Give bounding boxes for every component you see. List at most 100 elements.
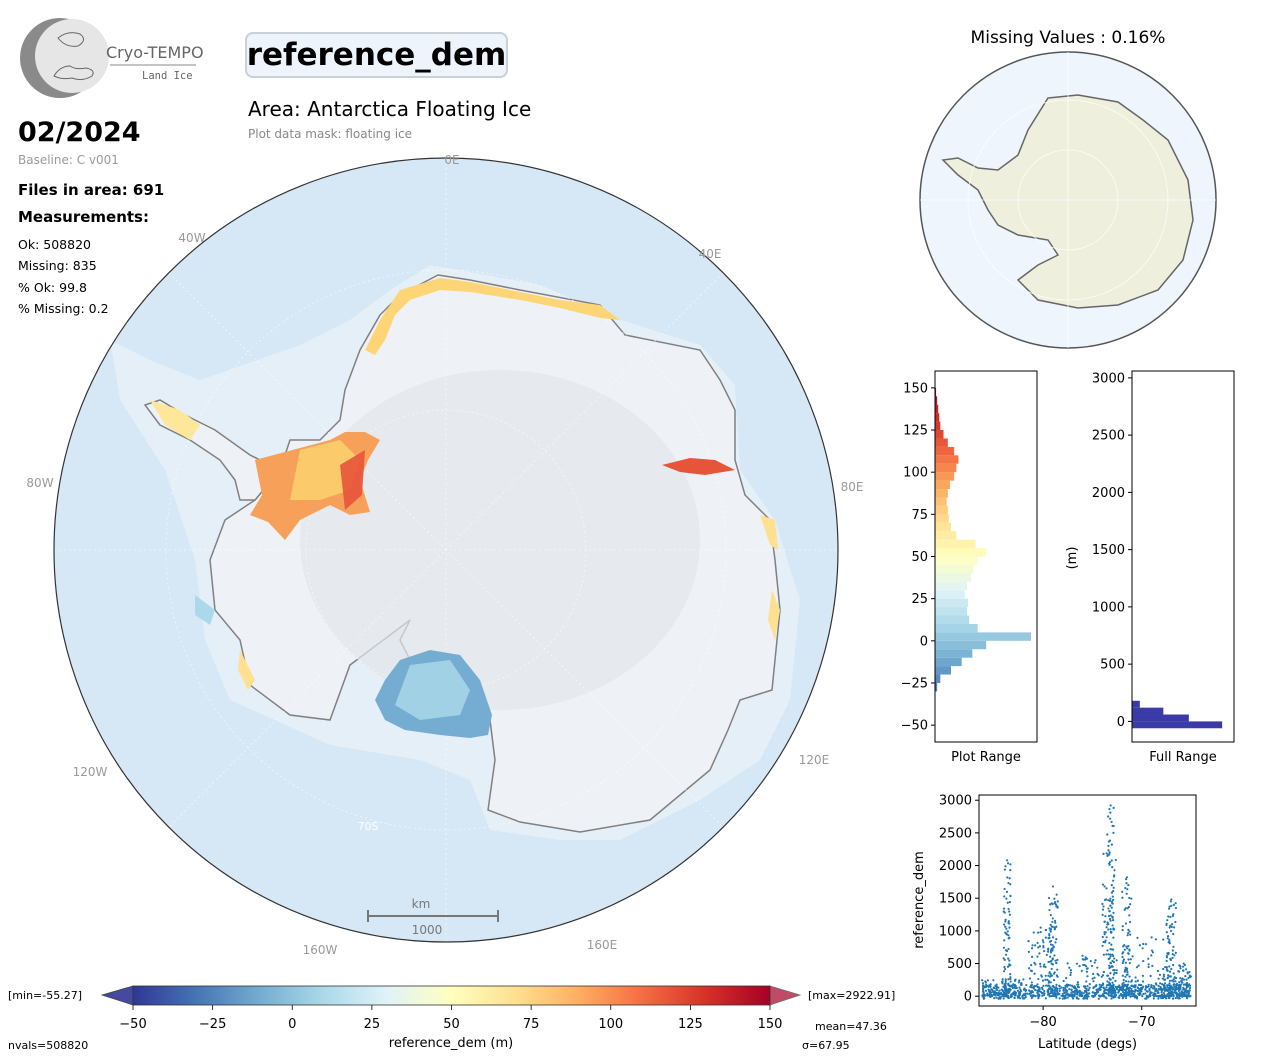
scatter-point xyxy=(1105,986,1108,989)
scatter-point xyxy=(982,991,985,994)
scatter-point xyxy=(1151,964,1154,968)
scatter-point xyxy=(1112,831,1115,834)
scatter-point xyxy=(1150,949,1154,952)
scatter-point xyxy=(1004,865,1007,868)
scatter-point xyxy=(1003,895,1006,898)
scatter-point xyxy=(1069,968,1072,972)
scatter-point xyxy=(1126,991,1129,994)
scatter-point xyxy=(990,993,993,996)
scatter-point xyxy=(1051,949,1054,952)
scatter-point xyxy=(1008,936,1011,939)
scatter-point xyxy=(1024,989,1027,992)
scatter-point xyxy=(1111,866,1114,869)
hist-tick-label: 500 xyxy=(1100,658,1125,673)
scatter-point xyxy=(1179,987,1182,991)
scatter-point xyxy=(981,994,984,997)
scatter-point xyxy=(1009,894,1012,898)
scatter-point xyxy=(1017,995,1020,998)
scatter-point xyxy=(1147,957,1150,960)
scatter-point xyxy=(1109,953,1112,956)
scatter-point xyxy=(1144,988,1147,991)
scatter-point xyxy=(1051,994,1054,997)
scatter-point xyxy=(1137,992,1140,995)
scatter-point xyxy=(1180,991,1183,995)
scatter-point xyxy=(1042,941,1045,944)
scatter-point xyxy=(1155,995,1158,998)
scatter-point xyxy=(1127,945,1130,948)
scatter-point xyxy=(985,985,988,988)
scatter-point xyxy=(1160,993,1164,997)
scatter-point xyxy=(1128,948,1131,951)
scatter-point xyxy=(1181,965,1185,968)
scatter-point xyxy=(1127,988,1130,991)
scatter-point xyxy=(1185,984,1188,987)
scatter-point xyxy=(1185,997,1189,1000)
scatter-point xyxy=(1049,923,1052,926)
scatter-point xyxy=(1051,936,1055,939)
scatter-point xyxy=(1177,970,1181,973)
scatter-point xyxy=(1054,992,1057,995)
hist-bar xyxy=(935,505,948,515)
scatter-point xyxy=(1123,970,1126,973)
scatter-point xyxy=(1172,913,1175,916)
scatter-point xyxy=(1152,997,1155,1000)
scatter-point xyxy=(1051,944,1054,947)
hist-bar xyxy=(935,590,965,599)
scatter-point xyxy=(1168,982,1171,985)
scatter-point xyxy=(1145,989,1148,993)
scatter-point xyxy=(1005,949,1009,953)
scatter-point xyxy=(1145,994,1148,997)
scatter-point xyxy=(1040,986,1044,989)
scatter-point xyxy=(1163,982,1167,985)
scatter-point xyxy=(1166,969,1169,972)
scatter-point xyxy=(1062,979,1065,983)
scatter-point xyxy=(1128,914,1131,917)
scatter-point xyxy=(1055,961,1058,964)
hist-bar xyxy=(935,539,976,549)
scatter-point xyxy=(1166,993,1169,996)
hist-bar xyxy=(935,573,972,582)
scatter-point xyxy=(1019,988,1022,991)
scatter-point xyxy=(1029,994,1033,998)
scatter-point xyxy=(1140,990,1143,993)
scatter-point xyxy=(1054,994,1058,998)
scatter-point xyxy=(1037,931,1040,934)
scatter-point xyxy=(1115,987,1119,990)
inset-map xyxy=(919,51,1217,349)
scatter-point xyxy=(1107,953,1110,956)
scatter-point xyxy=(1107,993,1110,996)
scatter-point xyxy=(992,979,995,982)
scatter-point xyxy=(1124,961,1127,964)
scatter-point xyxy=(1027,939,1030,943)
scatter-point xyxy=(983,994,986,997)
scatter-point xyxy=(1114,858,1117,862)
scatter-point xyxy=(1042,944,1045,947)
scatter-point xyxy=(1044,984,1048,987)
scatter-point xyxy=(1004,978,1007,981)
scatter-point xyxy=(1118,988,1121,992)
scatter-point xyxy=(1168,965,1171,968)
scatter-point xyxy=(1174,951,1177,954)
scatter-tick-label: 2000 xyxy=(939,859,972,874)
scatter-point xyxy=(1126,973,1129,976)
scatter-point xyxy=(1170,987,1173,990)
scatter-point xyxy=(1004,994,1007,997)
scatter-point xyxy=(1187,992,1190,995)
scatter-point xyxy=(1107,928,1110,931)
scatter-point xyxy=(1172,932,1175,936)
scatter-point xyxy=(1019,991,1022,995)
scatter-point xyxy=(1127,994,1131,997)
scatter-point xyxy=(1128,986,1131,989)
scatter-point xyxy=(1153,986,1156,989)
scatter-point xyxy=(1171,914,1175,918)
scatter-point xyxy=(996,988,999,992)
scatter-point xyxy=(1112,976,1115,979)
scatter-point xyxy=(1107,853,1111,856)
scatter-point xyxy=(1109,927,1112,931)
hist-tick-label: 125 xyxy=(903,424,928,439)
hist-bar xyxy=(935,514,949,523)
scatter-point xyxy=(1157,991,1160,994)
colorbar-sigma: σ=67.95 xyxy=(802,1039,850,1052)
scatter-point xyxy=(1162,967,1165,971)
scatter-point xyxy=(1158,982,1162,985)
